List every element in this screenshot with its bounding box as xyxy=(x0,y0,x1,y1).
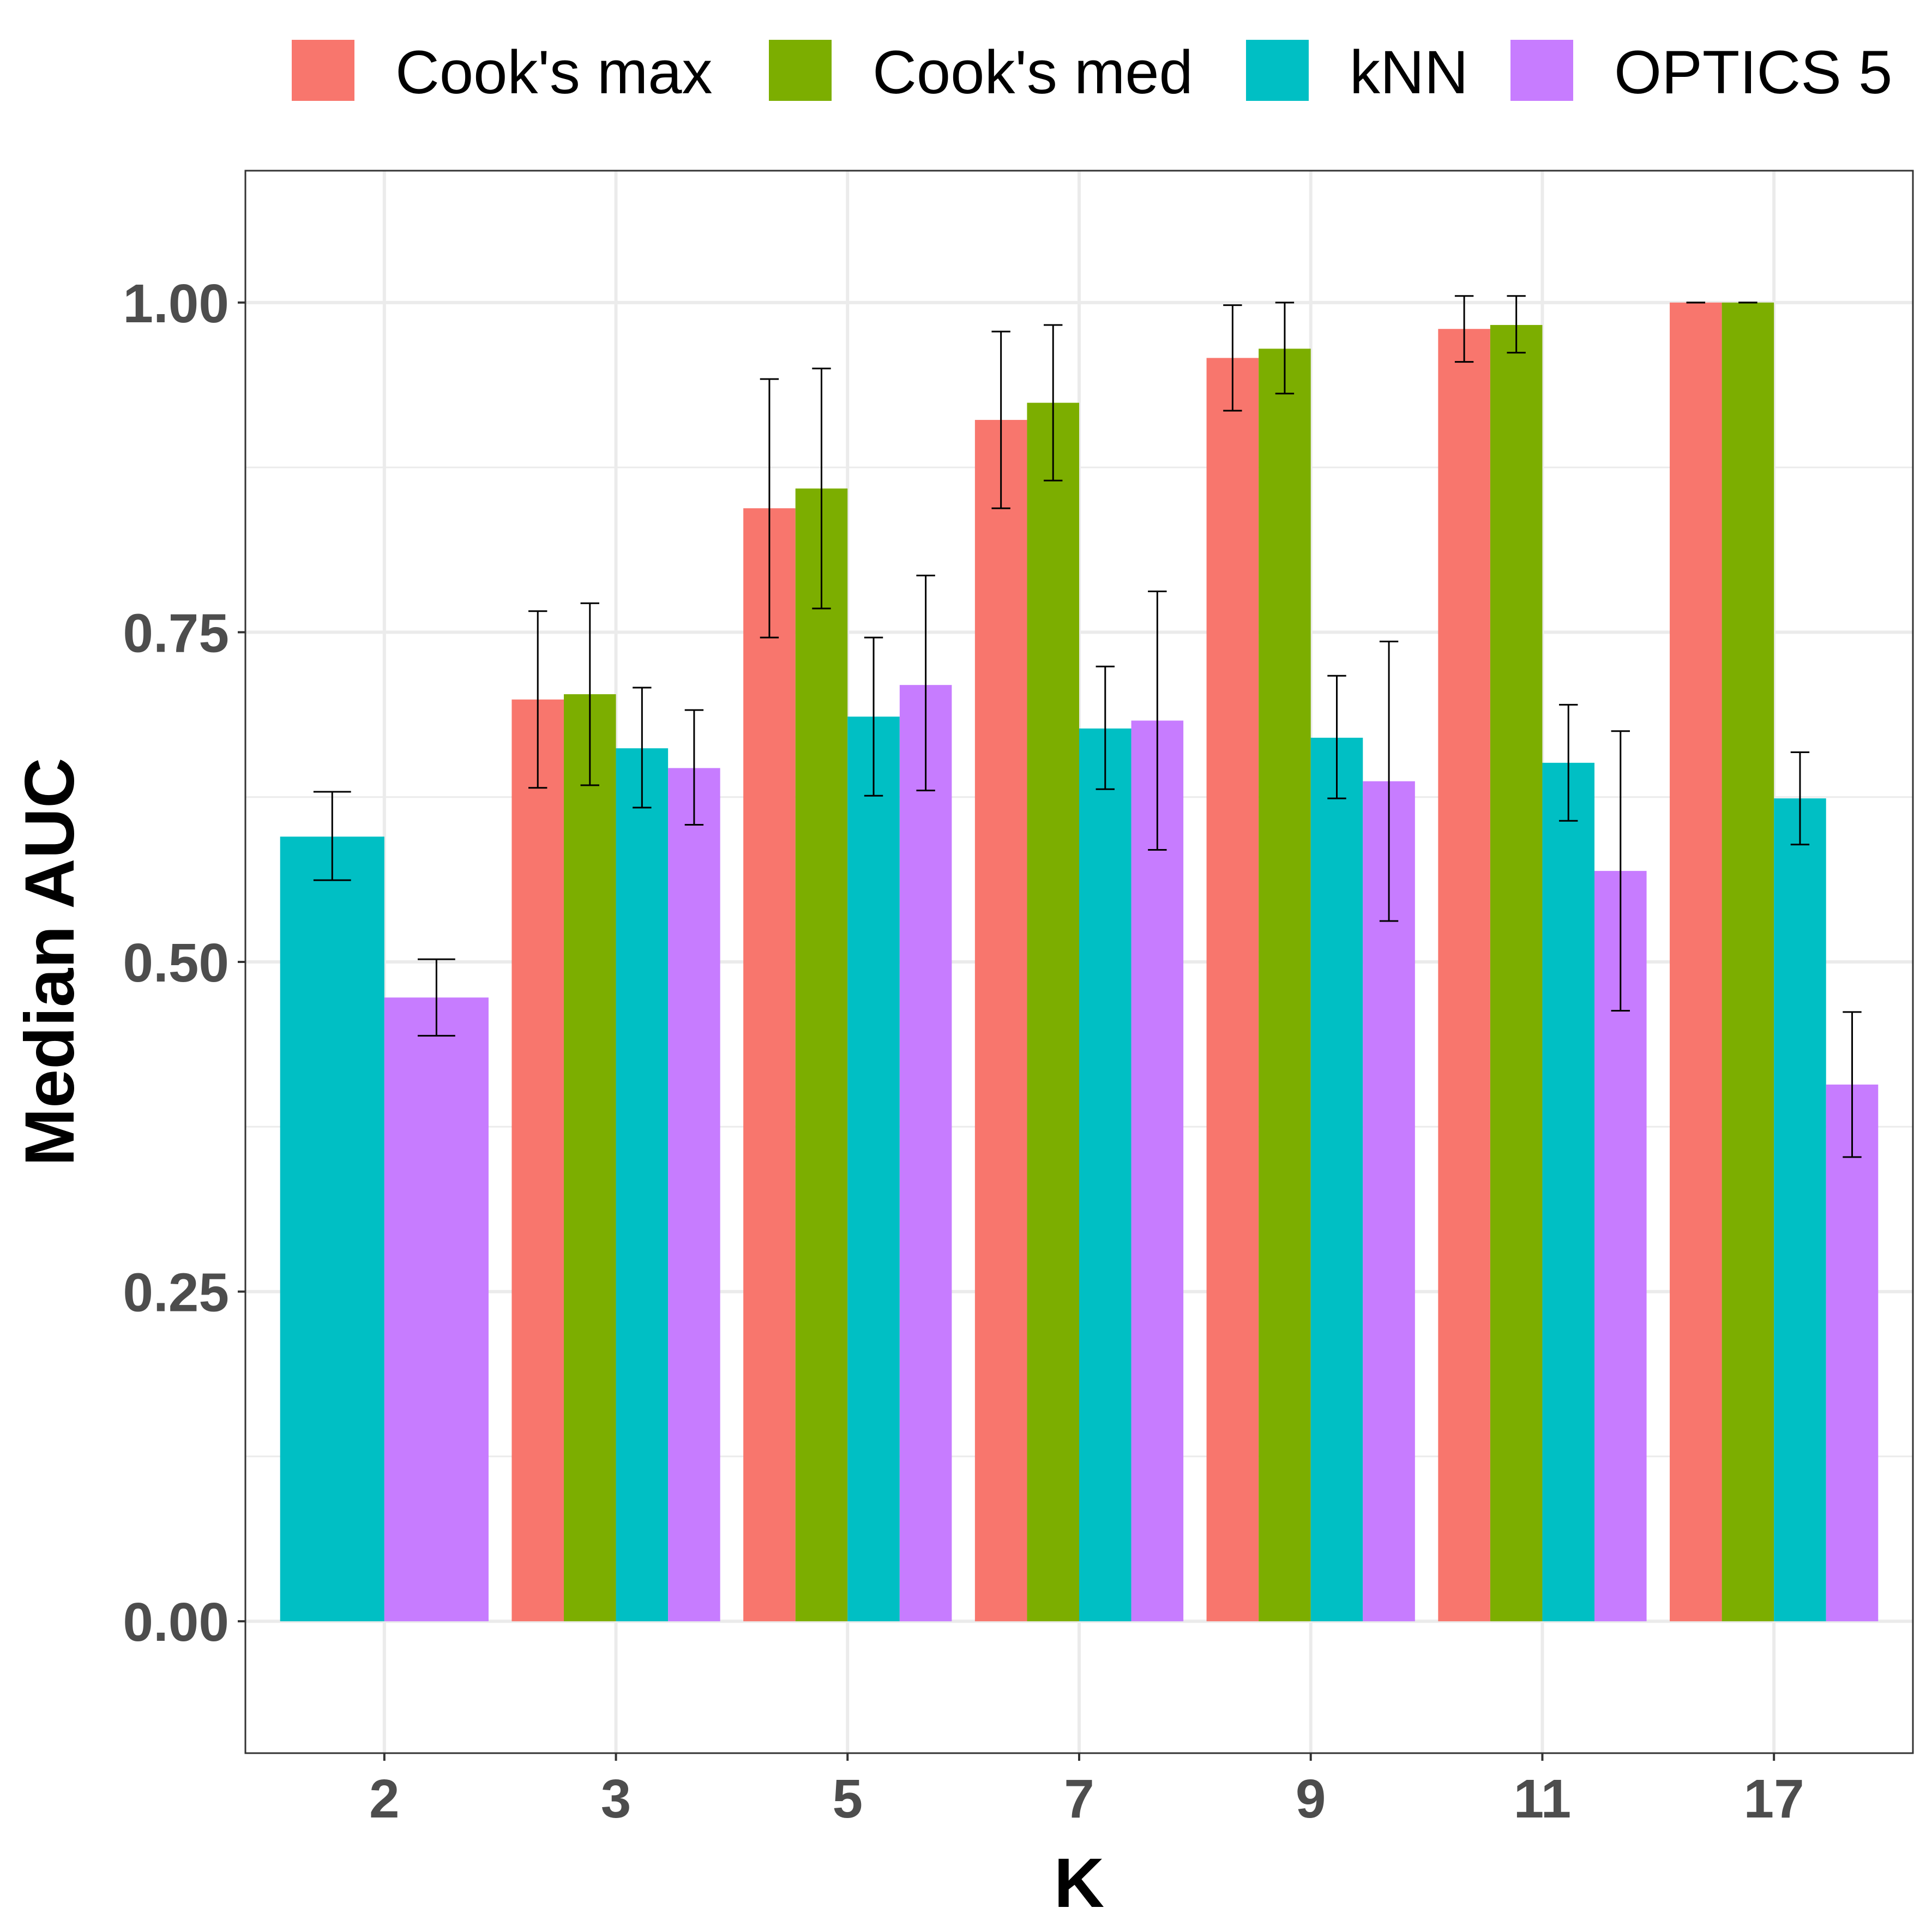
error-bar-cook-s-med-k9 xyxy=(1275,302,1295,395)
bar-cook-s-max-k17 xyxy=(1670,302,1722,1622)
error-bar-cook-s-med-k3 xyxy=(580,602,599,786)
error-bar-cook-s-max-k7 xyxy=(991,330,1010,509)
bar-knn-k17 xyxy=(1774,798,1826,1622)
y-tick-label: 0.75 xyxy=(123,603,229,664)
error-bar-knn-k3 xyxy=(633,687,652,809)
error-bar-optics-5-k7 xyxy=(1148,590,1167,851)
legend-label-optics-5: OPTICS 5 xyxy=(1614,38,1892,106)
bar-knn-k2 xyxy=(280,836,384,1622)
bar-optics-5-k17 xyxy=(1826,1084,1879,1622)
y-tick-label: 0.00 xyxy=(123,1592,229,1653)
error-bar-cook-s-max-k9 xyxy=(1223,304,1242,412)
x-tick-label: 11 xyxy=(1514,1768,1572,1829)
bars xyxy=(280,302,1879,1622)
bar-optics-5-k5 xyxy=(899,685,952,1622)
y-axis: 0.00 0.25 0.50 0.75 1.00 xyxy=(123,273,245,1653)
x-tick-label: 9 xyxy=(1296,1768,1326,1829)
error-bar-cook-s-med-k7 xyxy=(1044,324,1063,482)
legend-label-knn: kNN xyxy=(1350,38,1468,106)
legend-key-optics-5 xyxy=(1510,40,1573,101)
bar-cook-s-med-k3 xyxy=(563,694,616,1622)
x-tick-label: 2 xyxy=(369,1768,400,1829)
legend-item-cook-s-med: Cook's med xyxy=(769,38,1193,106)
bar-optics-5-k7 xyxy=(1131,720,1184,1622)
x-tick-label: 7 xyxy=(1064,1768,1094,1829)
bar-knn-k11 xyxy=(1542,762,1595,1622)
bar-knn-k5 xyxy=(847,717,900,1622)
bar-knn-k7 xyxy=(1079,728,1131,1622)
legend-key-cook-s-med xyxy=(769,40,832,101)
error-bar-knn-k11 xyxy=(1559,703,1578,822)
error-bar-optics-5-k2 xyxy=(417,958,455,1037)
x-axis: 2 3 5 7 9 11 17 xyxy=(369,1753,1804,1829)
error-bar-cook-s-med-k5 xyxy=(812,368,831,610)
bar-cook-s-med-k5 xyxy=(795,488,848,1622)
bar-optics-5-k2 xyxy=(384,997,489,1622)
bar-cook-s-med-k11 xyxy=(1490,324,1543,1622)
y-tick-label: 0.50 xyxy=(123,932,229,994)
error-bar-knn-k9 xyxy=(1327,675,1346,799)
error-bar-cook-s-max-k5 xyxy=(760,378,779,639)
error-bar-cook-s-max-k3 xyxy=(528,610,547,789)
error-bars xyxy=(313,295,1862,1158)
bar-cook-s-med-k9 xyxy=(1259,348,1311,1622)
x-tick-label: 5 xyxy=(832,1768,863,1829)
bar-knn-k3 xyxy=(616,748,669,1622)
bar-cook-s-med-k7 xyxy=(1027,402,1079,1622)
error-bar-optics-5-k5 xyxy=(916,574,935,792)
error-bar-knn-k5 xyxy=(864,636,883,797)
bar-knn-k9 xyxy=(1310,737,1363,1622)
bar-cook-s-med-k17 xyxy=(1722,302,1774,1622)
bar-cook-s-max-k5 xyxy=(743,508,796,1622)
y-tick-label: 0.25 xyxy=(123,1262,229,1323)
bar-optics-5-k3 xyxy=(668,768,720,1622)
error-bar-knn-k17 xyxy=(1790,751,1810,846)
y-tick-label: 1.00 xyxy=(123,273,229,334)
legend-key-cook-s-max xyxy=(292,40,354,101)
error-bar-optics-5-k9 xyxy=(1379,640,1399,922)
error-bar-knn-k2 xyxy=(313,791,351,881)
error-bar-cook-s-max-k11 xyxy=(1454,295,1474,363)
y-axis-title: Median AUC xyxy=(11,757,89,1166)
x-tick-label: 3 xyxy=(601,1768,631,1829)
bar-cook-s-max-k11 xyxy=(1438,329,1490,1622)
legend-key-knn xyxy=(1246,40,1309,101)
error-bar-optics-5-k3 xyxy=(684,709,704,826)
bar-cook-s-max-k7 xyxy=(974,420,1027,1622)
error-bar-optics-5-k17 xyxy=(1843,1011,1862,1158)
legend-item-cook-s-max: Cook's max xyxy=(292,38,713,106)
error-bar-cook-s-med-k11 xyxy=(1507,295,1526,354)
bar-cook-s-max-k3 xyxy=(511,699,564,1622)
legend-item-knn: kNN xyxy=(1246,38,1468,106)
bar-cook-s-max-k9 xyxy=(1206,358,1259,1622)
x-axis-title: K xyxy=(1054,1844,1104,1922)
error-bar-knn-k7 xyxy=(1096,665,1115,790)
legend-label-cook-s-med: Cook's med xyxy=(872,38,1193,106)
legend-label-cook-s-max: Cook's max xyxy=(395,38,713,106)
error-bar-optics-5-k11 xyxy=(1611,730,1630,1012)
x-tick-label: 17 xyxy=(1744,1768,1804,1829)
legend-item-optics-5: OPTICS 5 xyxy=(1510,38,1892,106)
legend: Cook's max Cook's med kNN OPTICS 5 xyxy=(292,38,1892,106)
